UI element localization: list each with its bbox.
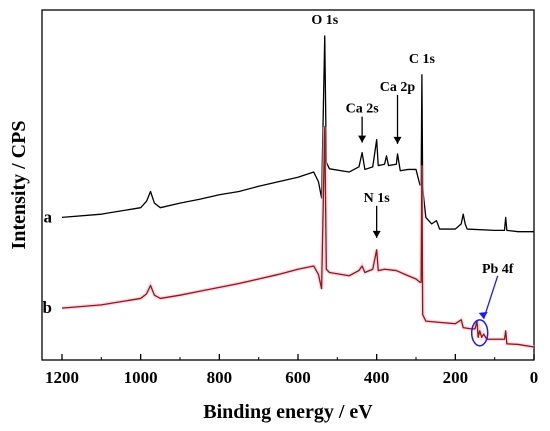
x-tick-label: 400	[364, 368, 390, 387]
peak-label: N 1s	[364, 191, 391, 206]
peak-label: Ca 2p	[380, 80, 416, 95]
x-tick-label: 200	[443, 368, 469, 387]
series-label-a: a	[44, 207, 53, 226]
series-layer: ab	[43, 35, 535, 350]
x-axis-ticks: 1200 1000 800 600 400 200 0	[45, 354, 538, 387]
peak-label: C 1s	[409, 52, 436, 67]
peak-arrowhead	[358, 135, 367, 143]
peak-arrowhead	[478, 311, 488, 319]
y-axis-title: Intensity / CPS	[8, 121, 30, 250]
peak-arrowhead	[393, 136, 402, 144]
series-line-b	[61, 126, 535, 348]
x-tick-label: 600	[285, 368, 311, 387]
peak-label: Ca 2s	[346, 102, 380, 117]
pb-4f-circle	[470, 319, 489, 347]
x-tick-label: 1200	[45, 368, 79, 387]
peak-arrowhead	[372, 230, 381, 238]
x-tick-label: 800	[207, 368, 233, 387]
peak-label: O 1s	[311, 13, 338, 28]
x-axis-title: Binding energy / eV	[203, 401, 373, 423]
x-tick-label: 0	[530, 368, 539, 387]
peak-label: Pb 4f	[482, 262, 514, 277]
series-line-a	[61, 35, 534, 233]
plot-frame	[41, 9, 535, 361]
x-tick-label: 1000	[124, 368, 158, 387]
peak-arrow	[483, 275, 499, 320]
series-label-b: b	[43, 298, 52, 317]
